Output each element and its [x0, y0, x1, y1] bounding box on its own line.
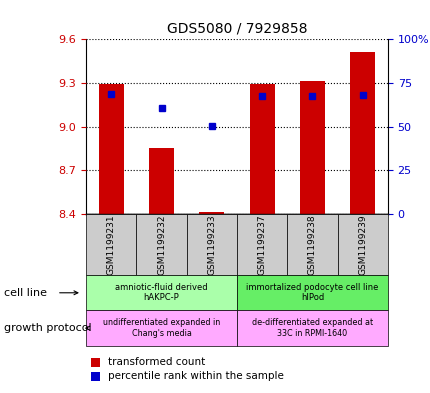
Text: GSM1199237: GSM1199237	[257, 214, 266, 275]
Text: percentile rank within the sample: percentile rank within the sample	[108, 371, 283, 381]
Bar	[237, 310, 387, 346]
Bar	[237, 214, 287, 275]
Text: GSM1199231: GSM1199231	[107, 214, 116, 275]
Bar	[287, 214, 337, 275]
Bar	[350, 52, 375, 214]
Text: undifferentiated expanded in
Chang's media: undifferentiated expanded in Chang's med…	[103, 318, 220, 338]
Text: GSM1199238: GSM1199238	[307, 214, 316, 275]
Bar	[86, 214, 136, 275]
Bar	[237, 275, 387, 310]
Bar	[98, 84, 124, 214]
Bar	[186, 214, 237, 275]
Text: growth protocol: growth protocol	[4, 323, 92, 333]
Text: de-differentiated expanded at
33C in RPMI-1640: de-differentiated expanded at 33C in RPM…	[251, 318, 372, 338]
Bar	[199, 212, 224, 214]
Text: GSM1199233: GSM1199233	[207, 214, 216, 275]
Bar	[249, 84, 274, 214]
Text: GSM1199239: GSM1199239	[357, 214, 366, 275]
Bar	[299, 81, 324, 214]
Bar	[86, 310, 237, 346]
Text: cell line: cell line	[4, 288, 47, 298]
Bar	[149, 148, 174, 214]
Bar	[337, 214, 387, 275]
Text: immortalized podocyte cell line
hIPod: immortalized podocyte cell line hIPod	[246, 283, 378, 303]
Text: amniotic-fluid derived
hAKPC-P: amniotic-fluid derived hAKPC-P	[115, 283, 207, 303]
Bar	[86, 275, 237, 310]
Bar	[136, 214, 186, 275]
Text: transformed count: transformed count	[108, 357, 205, 367]
Text: GSM1199232: GSM1199232	[157, 215, 166, 275]
Title: GDS5080 / 7929858: GDS5080 / 7929858	[166, 21, 307, 35]
